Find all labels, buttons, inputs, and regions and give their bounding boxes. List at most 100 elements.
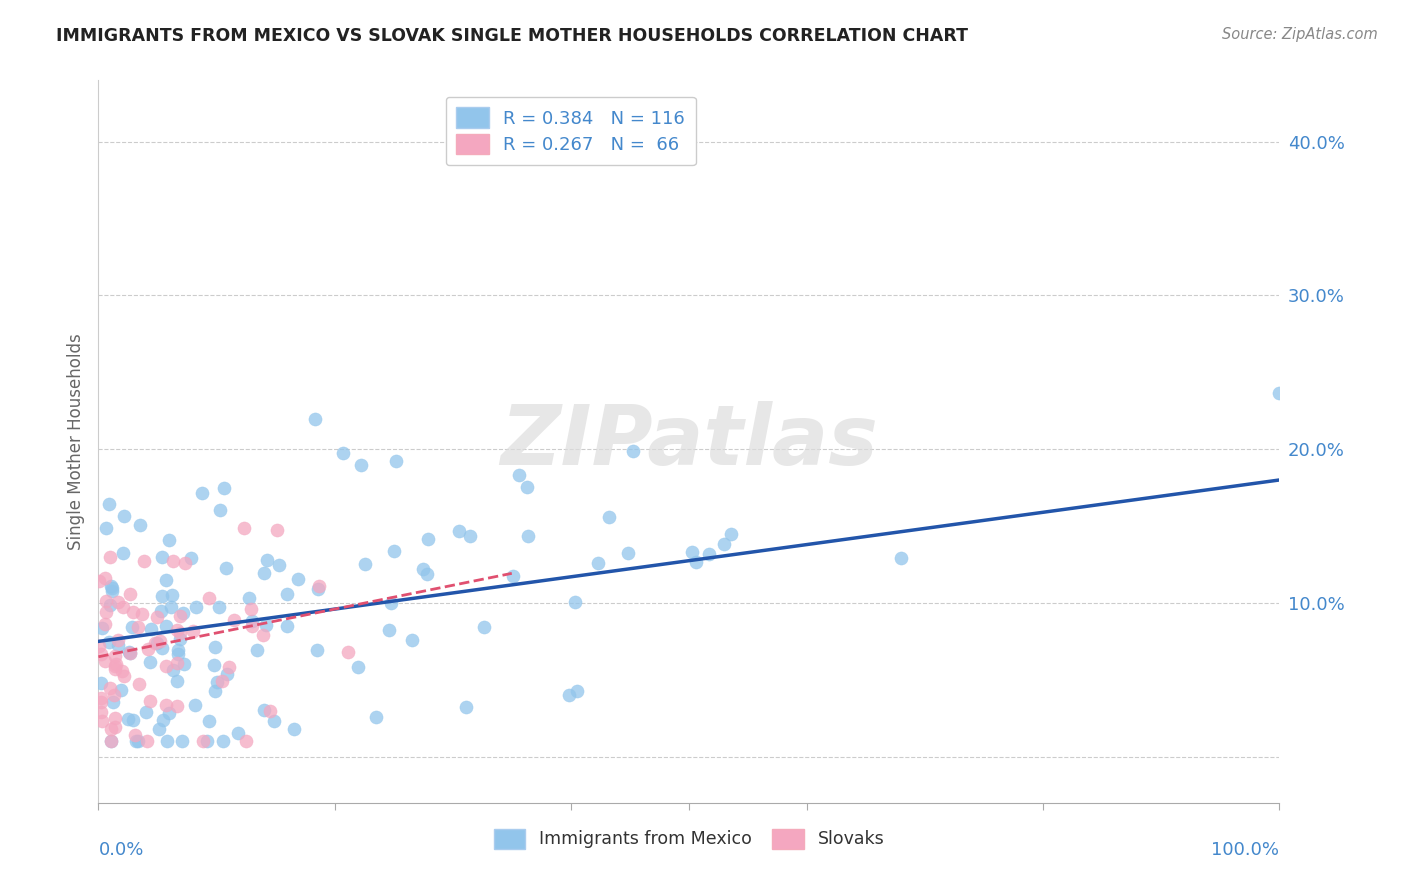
Point [93, 617, 115, 632]
Point [354, 557, 377, 571]
Point [195, 734, 218, 748]
Point [155, 698, 177, 713]
Point [212, 481, 235, 495]
Point [118, 645, 141, 659]
Text: 0.0%: 0.0% [98, 841, 143, 859]
Point [181, 624, 204, 638]
Point [350, 458, 373, 472]
Point [173, 657, 195, 672]
Point [169, 626, 191, 640]
Point [308, 579, 330, 593]
Y-axis label: Single Mother Households: Single Mother Households [66, 334, 84, 549]
Point [121, 605, 143, 619]
Point [148, 723, 170, 737]
Point [120, 586, 142, 600]
Point [174, 556, 197, 570]
Point [259, 704, 281, 718]
Point [160, 588, 183, 602]
Point [198, 591, 221, 606]
Point [112, 668, 135, 682]
Point [890, 550, 912, 565]
Point [166, 656, 188, 670]
Point [152, 713, 174, 727]
Point [240, 614, 263, 628]
Point [93, 570, 115, 584]
Point [215, 560, 238, 574]
Point [139, 694, 162, 708]
Point [149, 604, 172, 618]
Point [564, 595, 586, 609]
Point [166, 674, 188, 689]
Point [157, 706, 180, 721]
Point [121, 620, 143, 634]
Point [412, 562, 434, 576]
Point [104, 719, 127, 733]
Point [235, 734, 257, 748]
Point [150, 549, 173, 564]
Point [211, 673, 233, 688]
Point [111, 600, 134, 615]
Point [104, 711, 127, 725]
Point [347, 660, 370, 674]
Point [502, 569, 524, 583]
Point [240, 618, 263, 632]
Point [118, 646, 141, 660]
Point [218, 659, 240, 673]
Text: IMMIGRANTS FROM MEXICO VS SLOVAK SINGLE MOTHER HOUSEHOLDS CORRELATION CHART: IMMIGRANTS FROM MEXICO VS SLOVAK SINGLE … [56, 27, 969, 45]
Point [104, 658, 127, 673]
Point [287, 572, 309, 586]
Point [183, 698, 205, 712]
Point [93, 654, 115, 668]
Point [266, 524, 288, 538]
Point [90, 621, 112, 635]
Point [141, 622, 163, 636]
Point [283, 722, 305, 736]
Point [136, 642, 159, 657]
Point [96, 521, 118, 535]
Point [155, 573, 177, 587]
Point [122, 713, 145, 727]
Point [202, 657, 225, 672]
Point [458, 529, 481, 543]
Point [98, 635, 121, 649]
Point [111, 546, 134, 560]
Point [167, 647, 190, 661]
Point [207, 600, 229, 615]
Point [212, 734, 235, 748]
Point [385, 454, 408, 468]
Point [101, 581, 124, 595]
Point [162, 554, 184, 568]
Point [240, 602, 263, 616]
Point [146, 636, 169, 650]
Point [697, 547, 720, 561]
Text: 100.0%: 100.0% [1212, 841, 1279, 859]
Point [204, 683, 226, 698]
Point [621, 444, 644, 458]
Point [172, 734, 194, 748]
Point [112, 508, 135, 523]
Point [120, 646, 142, 660]
Point [127, 620, 149, 634]
Point [127, 734, 149, 748]
Point [150, 640, 173, 655]
Point [253, 566, 276, 581]
Point [224, 613, 246, 627]
Point [135, 705, 157, 719]
Point [146, 610, 169, 624]
Point [87, 639, 110, 653]
Point [124, 734, 146, 748]
Point [100, 734, 122, 748]
Point [98, 497, 121, 511]
Point [136, 734, 159, 748]
Point [304, 411, 326, 425]
Point [380, 596, 402, 610]
Point [100, 722, 122, 736]
Point [366, 709, 388, 723]
Point [378, 623, 401, 637]
Point [305, 643, 328, 657]
Point [191, 734, 214, 748]
Point [157, 533, 180, 547]
Point [100, 584, 122, 599]
Point [252, 627, 274, 641]
Point [238, 591, 260, 606]
